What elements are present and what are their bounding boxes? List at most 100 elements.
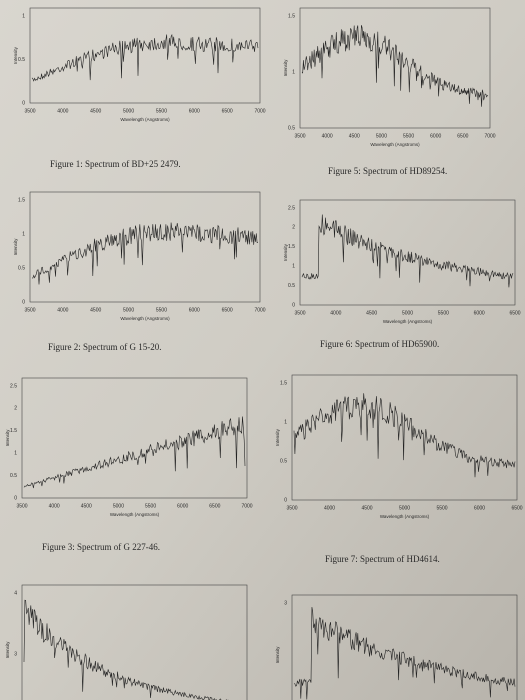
x-tick-label: 4000 <box>324 505 335 511</box>
y-tick-label: 0 <box>14 495 17 501</box>
y-tick-label: 2.5 <box>288 205 295 211</box>
x-tick-label: 6500 <box>222 307 233 313</box>
x-tick-label: 3500 <box>24 108 35 114</box>
y-tick-label: 0 <box>292 302 295 308</box>
x-tick-label: 5000 <box>399 505 410 511</box>
figure: 0.5 1 1.5 Intensity 3500 4000 4500 5000 5500 6000… <box>283 7 496 176</box>
y-axis-label: Intensity <box>275 646 280 664</box>
x-tick-label: 3500 <box>24 307 35 313</box>
y-axis-label: Intensity <box>5 429 10 447</box>
figure-caption: Figure 7: Spectrum of HD4614. <box>325 554 440 564</box>
x-tick-label: 6000 <box>189 108 200 114</box>
y-tick-label: 2.5 <box>10 383 17 389</box>
x-tick-label: 4000 <box>57 108 68 114</box>
y-tick-label: 1.5 <box>18 197 25 203</box>
figure: 0 0.5 1 1.5 Intensity 3500 4000 4500 5000 5500 600… <box>13 191 266 352</box>
x-tick-label: 4000 <box>330 310 341 316</box>
x-tick-label: 6500 <box>511 505 522 511</box>
x-axis-label: Wavelength (Angstroms) <box>383 319 433 324</box>
x-tick-label: 3500 <box>294 310 305 316</box>
x-tick-label: 5500 <box>145 503 156 509</box>
y-tick-label: 3 <box>284 600 287 606</box>
x-tick-label: 6000 <box>430 133 441 139</box>
x-tick-label: 6500 <box>457 133 468 139</box>
y-tick-label: 0.5 <box>280 458 287 464</box>
spectrum-curve <box>31 33 259 82</box>
y-tick-label: 0.5 <box>10 473 17 479</box>
plot-frame <box>21 377 248 499</box>
y-tick-label: 0 <box>22 299 25 305</box>
y-tick-label: 1 <box>292 264 295 270</box>
spectrum-curve <box>301 25 489 107</box>
plot-frame <box>291 594 518 700</box>
y-axis-label: Intensity <box>13 238 18 256</box>
x-tick-label: 6000 <box>474 505 485 511</box>
plot-frame <box>29 7 261 104</box>
x-tick-label: 6000 <box>189 307 200 313</box>
y-tick-label: 1.5 <box>288 244 295 250</box>
figure: 0 0.5 1 1.5 Intensity 3500 4000 4500 5000 5500 600… <box>275 374 523 564</box>
x-tick-label: 4500 <box>361 505 372 511</box>
plot-frame <box>29 191 261 303</box>
x-tick-label: 7000 <box>484 133 495 139</box>
y-tick-label: 1 <box>22 231 25 237</box>
y-tick-label: 1.5 <box>280 380 287 386</box>
x-tick-label: 4000 <box>57 307 68 313</box>
x-tick-label: 6000 <box>474 310 485 316</box>
x-axis-label: Wavelength (Angstroms) <box>120 316 170 321</box>
x-tick-label: 4500 <box>349 133 360 139</box>
x-tick-label: 6500 <box>222 108 233 114</box>
y-axis-label: Intensity <box>283 59 288 77</box>
x-tick-label: 5000 <box>113 503 124 509</box>
figure: 234Intensity <box>5 584 248 700</box>
x-tick-label: 3500 <box>286 505 297 511</box>
y-tick-label: 4 <box>14 590 17 596</box>
y-tick-label: 1 <box>284 419 287 425</box>
y-tick-label: 0 <box>284 497 287 503</box>
spectrum-curve <box>301 214 514 288</box>
plot-frame <box>21 584 248 700</box>
x-tick-label: 4000 <box>49 503 60 509</box>
y-axis-label: Intensity <box>13 46 18 64</box>
x-tick-label: 7000 <box>254 108 265 114</box>
x-tick-label: 5500 <box>403 133 414 139</box>
figure-caption: Figure 6: Spectrum of HD65900. <box>320 339 439 349</box>
y-axis-label: Intensity <box>283 243 288 261</box>
figure: 0 0.5 1 1.5 2 2.5 Intensity 3500 4000 4500 5000 550… <box>283 199 521 349</box>
x-tick-label: 5500 <box>156 307 167 313</box>
x-axis-label: Wavelength (Angstroms) <box>380 514 430 519</box>
spectrum-curve <box>23 599 229 700</box>
x-tick-label: 5000 <box>402 310 413 316</box>
figure: 23Intensity <box>275 594 518 700</box>
figure-caption: Figure 3: Spectrum of G 227-46. <box>42 542 160 552</box>
spectrum-curve <box>293 607 516 700</box>
y-tick-label: 1 <box>22 13 25 19</box>
x-axis-label: Wavelength (Angstroms) <box>110 512 160 517</box>
y-tick-label: 0 <box>22 100 25 106</box>
y-tick-label: 1.5 <box>288 13 295 19</box>
x-tick-label: 6500 <box>509 310 520 316</box>
x-tick-label: 4500 <box>81 503 92 509</box>
x-tick-label: 4500 <box>90 307 101 313</box>
x-tick-label: 4000 <box>322 133 333 139</box>
x-tick-label: 7000 <box>241 503 252 509</box>
figure: 0 0.5 1 Intensity 3500 4000 4500 5000 5500 6000 65… <box>13 7 266 169</box>
x-tick-label: 6500 <box>209 503 220 509</box>
x-tick-label: 4500 <box>366 310 377 316</box>
figure-caption: Figure 1: Spectrum of BD+25 2479. <box>50 159 181 169</box>
x-axis-label: Wavelength (Angstroms) <box>370 142 420 147</box>
x-tick-label: 5500 <box>438 310 449 316</box>
x-tick-label: 5000 <box>376 133 387 139</box>
x-tick-label: 6000 <box>177 503 188 509</box>
plot-frame <box>299 199 516 306</box>
y-tick-label: 1.5 <box>10 428 17 434</box>
y-tick-label: 3 <box>14 651 17 657</box>
x-tick-label: 3500 <box>294 133 305 139</box>
x-axis-label: Wavelength (Angstroms) <box>120 117 170 122</box>
y-tick-label: 2 <box>14 406 17 412</box>
y-axis-label: Intensity <box>275 428 280 446</box>
y-tick-label: 1 <box>14 451 17 457</box>
